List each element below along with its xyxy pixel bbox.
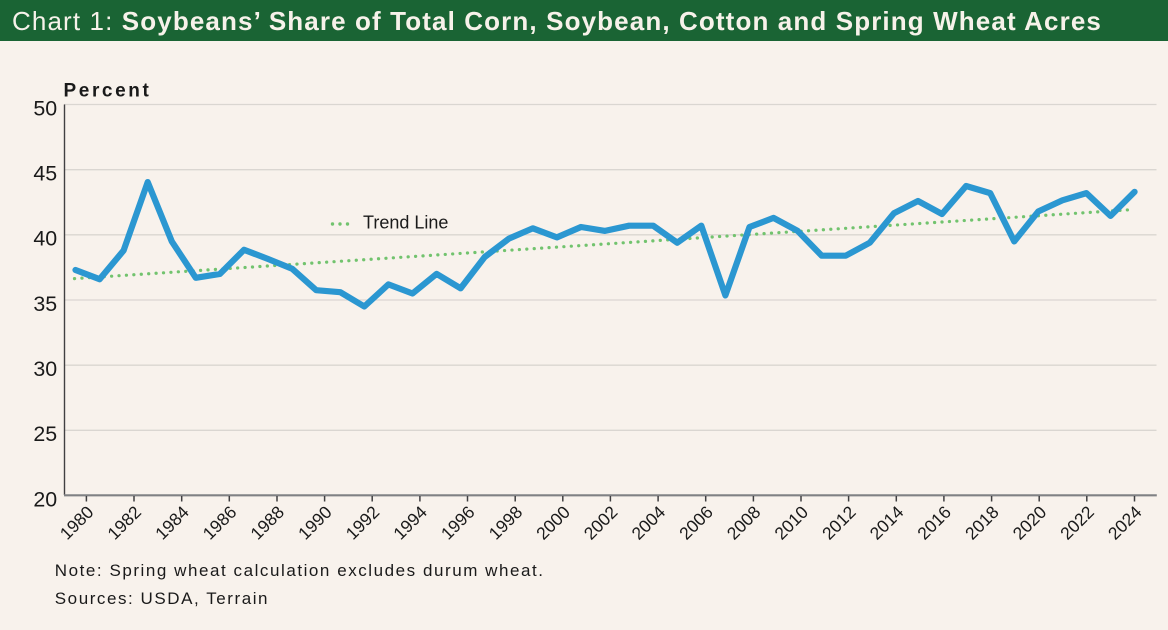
svg-text:Percent: Percent — [64, 81, 152, 102]
svg-text:2014: 2014 — [866, 502, 908, 544]
svg-text:30: 30 — [33, 357, 57, 381]
svg-text:45: 45 — [33, 162, 57, 186]
svg-text:2010: 2010 — [770, 502, 812, 544]
svg-text:1992: 1992 — [342, 502, 384, 544]
svg-text:20: 20 — [33, 487, 57, 511]
svg-text:2024: 2024 — [1104, 502, 1146, 544]
svg-text:Trend Line: Trend Line — [363, 213, 448, 233]
svg-text:1984: 1984 — [151, 502, 193, 544]
svg-text:2000: 2000 — [532, 502, 574, 544]
svg-text:35: 35 — [33, 292, 57, 316]
svg-text:25: 25 — [33, 422, 57, 446]
svg-text:1980: 1980 — [56, 502, 98, 544]
svg-text:2006: 2006 — [675, 502, 717, 544]
svg-text:Sources: USDA, Terrain: Sources: USDA, Terrain — [55, 589, 269, 608]
svg-text:2022: 2022 — [1056, 502, 1098, 544]
svg-text:40: 40 — [33, 227, 57, 251]
svg-text:2008: 2008 — [723, 502, 765, 544]
svg-text:2018: 2018 — [961, 502, 1003, 544]
svg-text:50: 50 — [33, 96, 57, 120]
svg-text:1990: 1990 — [294, 502, 336, 544]
svg-text:1998: 1998 — [485, 502, 527, 544]
svg-text:2004: 2004 — [628, 502, 670, 544]
svg-text:1982: 1982 — [103, 502, 145, 544]
svg-text:2016: 2016 — [913, 502, 955, 544]
svg-text:1994: 1994 — [389, 502, 431, 544]
svg-text:Note: Spring wheat calculation: Note: Spring wheat calculation excludes … — [55, 561, 545, 580]
svg-text:2002: 2002 — [580, 502, 622, 544]
svg-text:2020: 2020 — [1009, 502, 1051, 544]
svg-text:1986: 1986 — [199, 502, 241, 544]
svg-text:1988: 1988 — [246, 502, 288, 544]
svg-text:2012: 2012 — [818, 502, 860, 544]
svg-text:1996: 1996 — [437, 502, 479, 544]
